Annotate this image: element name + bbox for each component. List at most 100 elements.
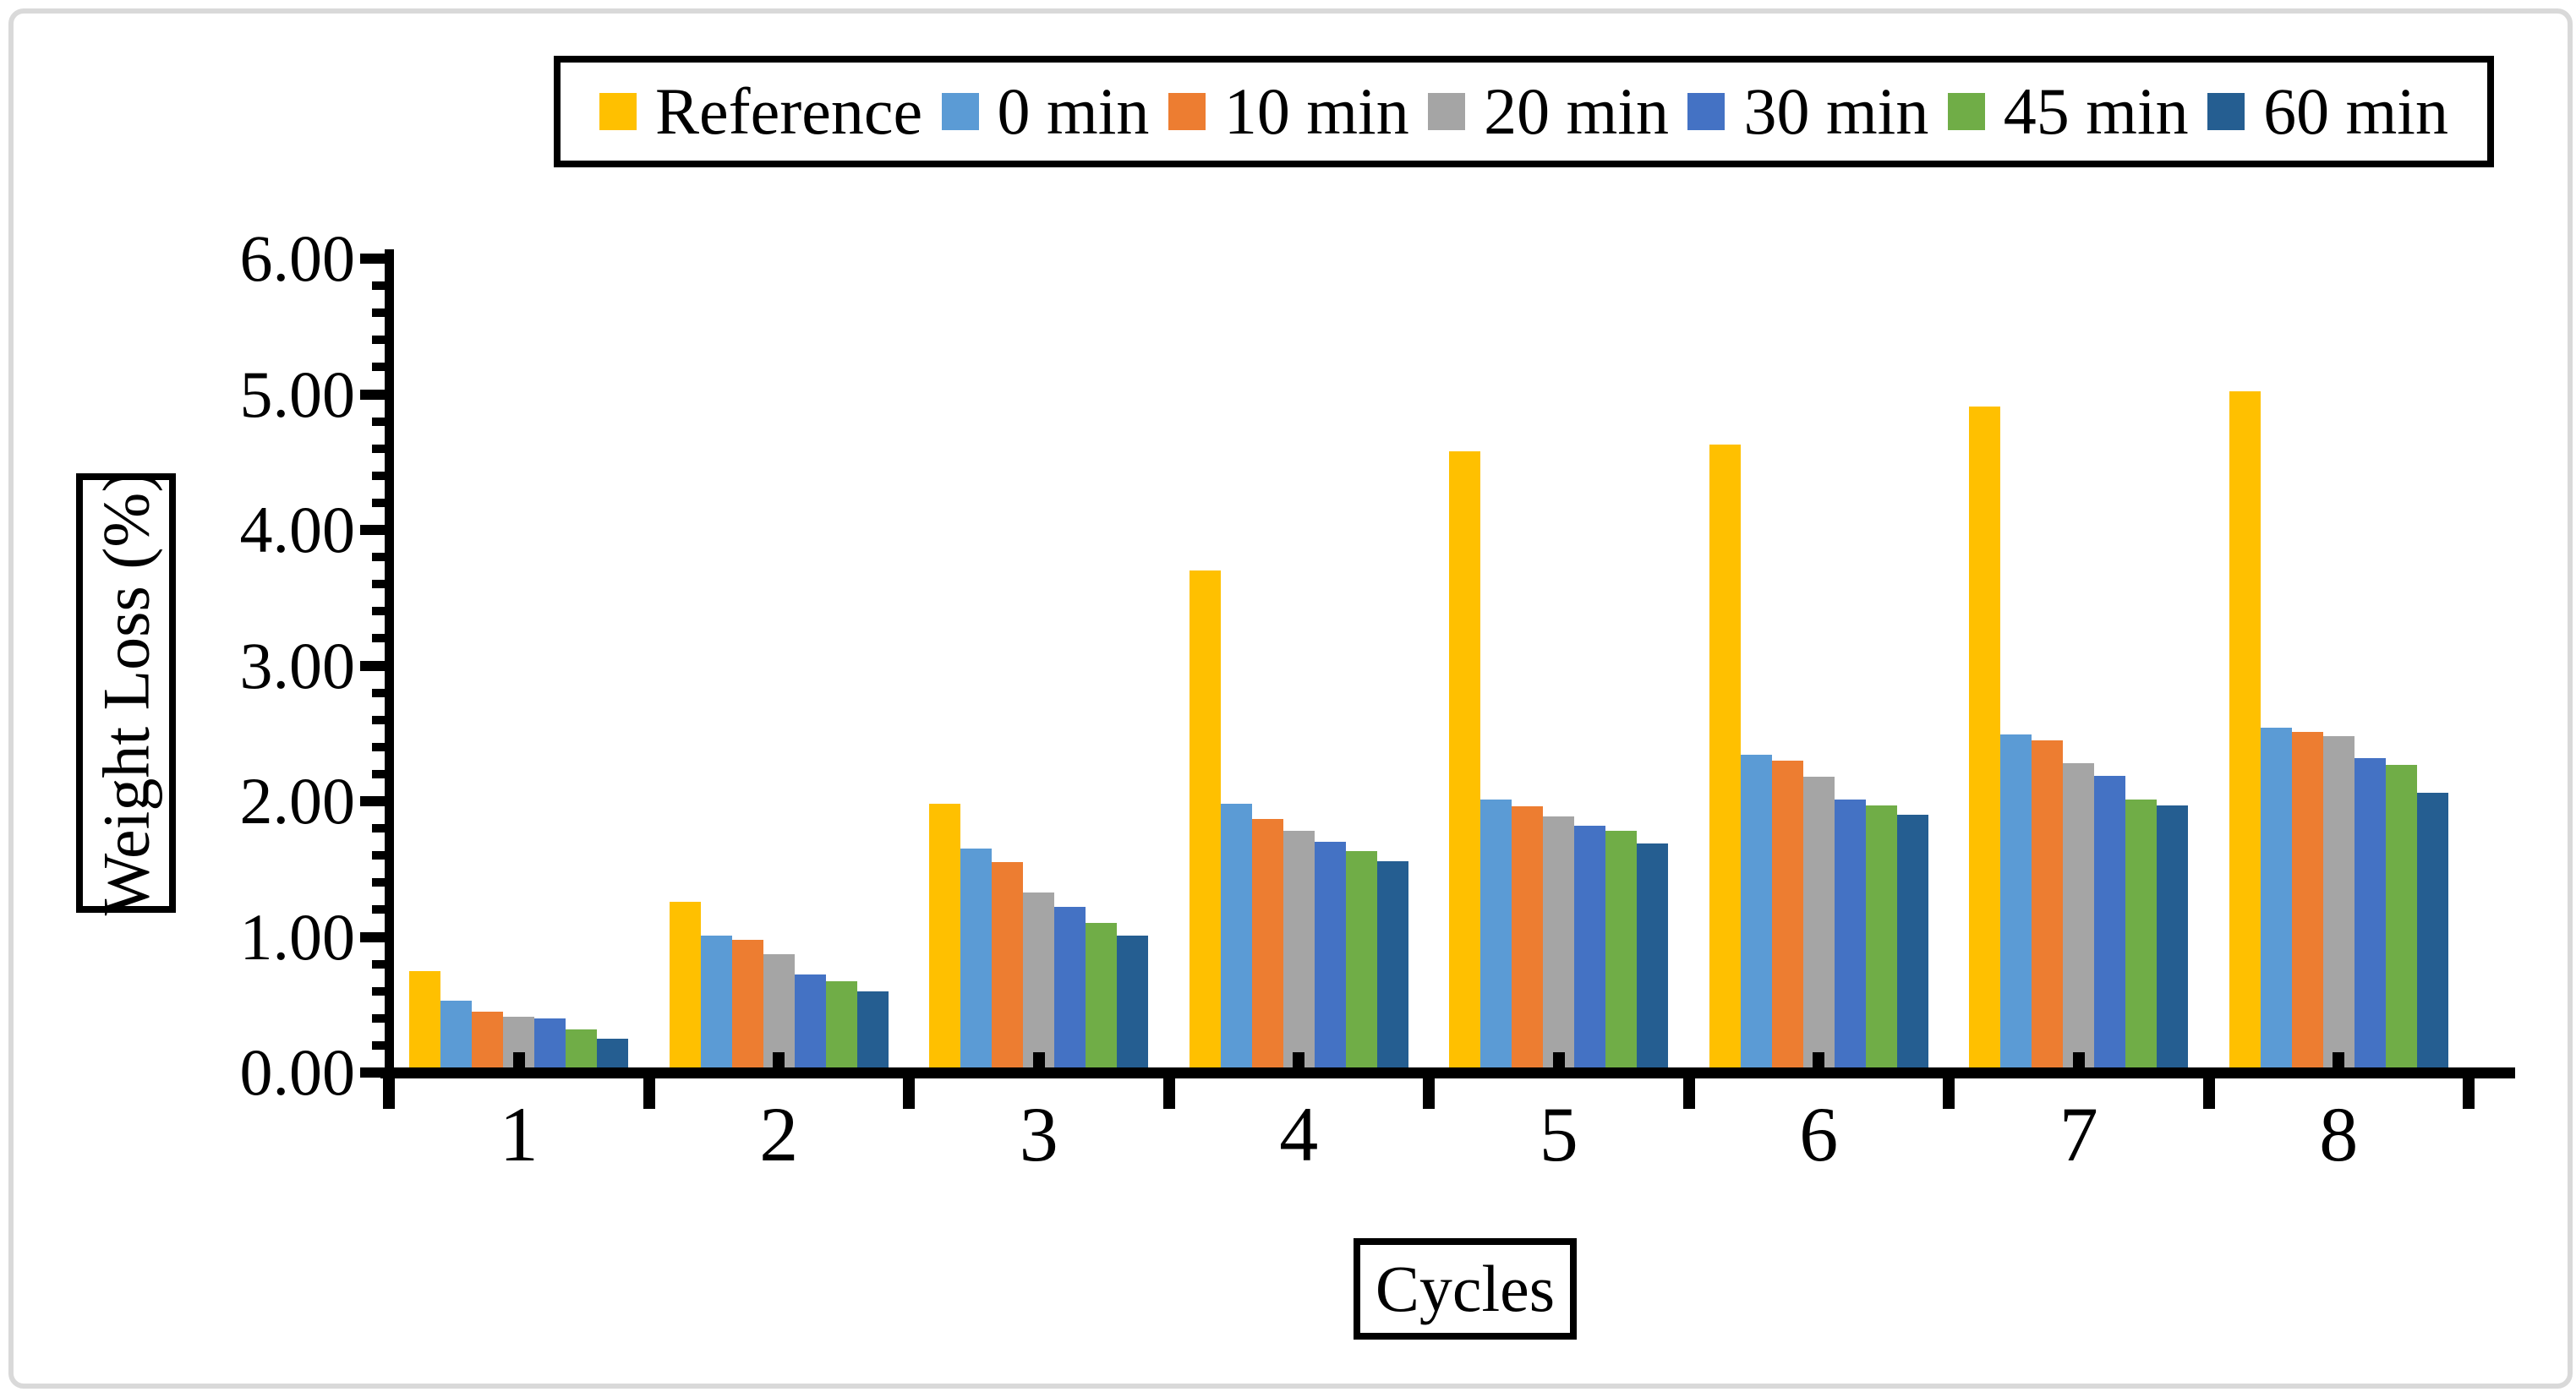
- y-major-tick: [360, 796, 394, 806]
- legend-item-label: 60 min: [2263, 74, 2448, 148]
- legend-swatch-icon: [1428, 93, 1466, 130]
- bar-60-min-cycle-3: [1117, 935, 1149, 1073]
- bar-reference-cycle-3: [929, 804, 961, 1073]
- y-tick-label: 4.00: [239, 493, 356, 566]
- y-major-tick: [360, 525, 394, 535]
- bar-30-min-cycle-2: [794, 974, 826, 1073]
- legend: Reference 0 min 10 min 20 min 30 min 45 min 60…: [554, 56, 2494, 167]
- bar-reference-cycle-6: [1709, 444, 1741, 1073]
- bar-10-min-cycle-3: [992, 862, 1024, 1073]
- y-tick-label: 1.00: [239, 899, 356, 974]
- bar-45-min-cycle-8: [2385, 764, 2417, 1073]
- x-center-tick: [773, 1052, 785, 1067]
- y-minor-tick: [372, 688, 394, 697]
- y-minor-tick: [372, 498, 394, 507]
- y-major-tick: [360, 1067, 394, 1078]
- x-category-label: 4: [1279, 1091, 1319, 1177]
- bar-0-min-cycle-7: [2000, 734, 2032, 1073]
- y-minor-tick: [372, 851, 394, 860]
- bar-45-min-cycle-4: [1345, 851, 1377, 1073]
- bar-60-min-cycle-1: [597, 1038, 629, 1073]
- y-minor-tick: [372, 769, 394, 778]
- bar-0-min-cycle-2: [700, 935, 732, 1073]
- y-minor-tick: [372, 553, 394, 562]
- bar-60-min-cycle-2: [856, 991, 889, 1073]
- y-minor-tick: [372, 1040, 394, 1050]
- legend-item-10-min: 10 min: [1168, 79, 1409, 145]
- x-category-label: 7: [2059, 1091, 2098, 1177]
- bar-60-min-cycle-6: [1896, 815, 1928, 1073]
- y-axis-title-box: Weight Loss (%): [76, 471, 176, 915]
- y-minor-tick: [372, 336, 394, 345]
- x-center-tick: [1813, 1052, 1825, 1067]
- y-minor-tick: [372, 281, 394, 291]
- x-boundary-tick: [1682, 1078, 1695, 1109]
- bar-reference-cycle-7: [1969, 406, 2001, 1073]
- y-major-tick: [360, 389, 394, 400]
- x-category-label: 5: [1539, 1091, 1578, 1177]
- bar-0-min-cycle-4: [1220, 804, 1252, 1073]
- bar-reference-cycle-4: [1189, 570, 1221, 1073]
- bar-45-min-cycle-7: [2125, 800, 2158, 1073]
- legend-item-60-min: 60 min: [2207, 79, 2448, 145]
- bar-10-min-cycle-2: [731, 939, 763, 1073]
- bar-10-min-cycle-5: [1512, 806, 1544, 1073]
- legend-item-label: 0 min: [997, 74, 1150, 148]
- y-minor-tick: [372, 959, 394, 969]
- bar-60-min-cycle-8: [2416, 793, 2448, 1073]
- x-category-label: 6: [1799, 1091, 1839, 1177]
- y-minor-tick: [372, 1013, 394, 1023]
- y-minor-tick: [372, 580, 394, 589]
- x-center-tick: [1032, 1052, 1045, 1067]
- bar-45-min-cycle-5: [1605, 831, 1638, 1073]
- bar-reference-cycle-5: [1449, 450, 1481, 1073]
- bar-45-min-cycle-6: [1865, 805, 1897, 1073]
- legend-item-label: 20 min: [1484, 74, 1670, 148]
- legend-swatch-icon: [1168, 93, 1206, 130]
- y-major-tick: [360, 254, 394, 264]
- y-tick-label: 3.00: [239, 628, 356, 702]
- y-major-tick: [360, 931, 394, 942]
- y-minor-tick: [372, 878, 394, 887]
- bar-30-min-cycle-4: [1314, 842, 1346, 1073]
- y-minor-tick: [372, 905, 394, 914]
- x-center-tick: [1552, 1052, 1565, 1067]
- bar-10-min-cycle-8: [2291, 732, 2323, 1073]
- y-tick-label: 2.00: [239, 764, 356, 838]
- bar-reference-cycle-2: [669, 901, 701, 1073]
- bar-60-min-cycle-7: [2157, 805, 2189, 1073]
- bar-0-min-cycle-5: [1480, 800, 1512, 1073]
- bar-reference-cycle-1: [409, 970, 441, 1073]
- bar-45-min-cycle-2: [825, 981, 857, 1073]
- bar-0-min-cycle-1: [440, 1000, 473, 1073]
- bar-30-min-cycle-5: [1574, 825, 1606, 1073]
- legend-item-label: 30 min: [1743, 74, 1929, 148]
- x-center-tick: [2333, 1052, 2345, 1067]
- bar-30-min-cycle-7: [2094, 775, 2126, 1073]
- bar-10-min-cycle-4: [1251, 818, 1283, 1073]
- y-tick-label: 0.00: [239, 1035, 356, 1109]
- bar-30-min-cycle-3: [1054, 907, 1086, 1073]
- y-tick-label: 5.00: [239, 357, 356, 431]
- bar-10-min-cycle-6: [1771, 760, 1803, 1073]
- y-minor-tick: [372, 363, 394, 372]
- x-boundary-tick: [383, 1078, 395, 1109]
- x-center-tick: [512, 1052, 525, 1067]
- x-category-label: 8: [2319, 1091, 2359, 1177]
- x-axis-title: Cycles: [1375, 1252, 1556, 1325]
- bar-20-min-cycle-7: [2063, 763, 2095, 1073]
- bar-30-min-cycle-1: [534, 1018, 566, 1073]
- bar-45-min-cycle-3: [1086, 923, 1118, 1073]
- x-category-label: 1: [499, 1091, 539, 1177]
- y-minor-tick: [372, 444, 394, 453]
- bar-45-min-cycle-1: [566, 1029, 598, 1073]
- bar-0-min-cycle-8: [2260, 728, 2292, 1073]
- x-boundary-tick: [2463, 1078, 2475, 1109]
- bar-30-min-cycle-8: [2354, 757, 2386, 1073]
- x-category-label: 3: [1019, 1091, 1058, 1177]
- y-minor-tick: [372, 308, 394, 318]
- y-minor-tick: [372, 986, 394, 996]
- legend-item-0-min: 0 min: [941, 74, 1150, 148]
- legend-swatch-icon: [1687, 93, 1726, 130]
